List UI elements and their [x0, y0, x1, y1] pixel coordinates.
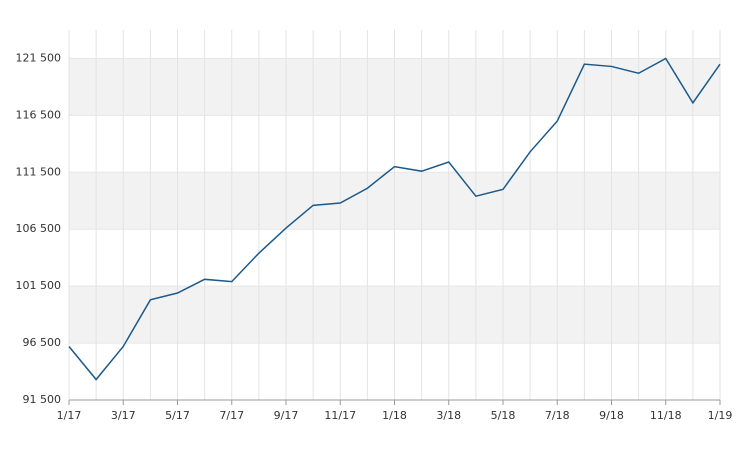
y-tick-label: 121 500 — [16, 51, 62, 64]
x-tick-label: 7/17 — [219, 409, 244, 422]
x-tick-label: 3/17 — [111, 409, 136, 422]
x-tick-label: 5/17 — [165, 409, 190, 422]
y-tick-label: 111 500 — [16, 165, 62, 178]
x-tick-label: 11/17 — [324, 409, 356, 422]
y-tick-label: 101 500 — [16, 279, 62, 292]
x-tick-label: 11/18 — [650, 409, 682, 422]
x-tick-label: 1/18 — [382, 409, 407, 422]
x-tick-label: 9/17 — [274, 409, 299, 422]
y-tick-label: 106 500 — [16, 222, 62, 235]
line-series — [68, 57, 721, 381]
x-tick-label: 5/18 — [491, 409, 516, 422]
x-tick-label: 3/18 — [436, 409, 461, 422]
y-tick-label: 91 500 — [23, 393, 62, 406]
x-tick-label: 1/17 — [57, 409, 82, 422]
y-tick-label: 116 500 — [16, 108, 62, 121]
x-tick-label: 1/19 — [708, 409, 733, 422]
y-tick-label: 96 500 — [23, 336, 62, 349]
x-tick-label: 7/18 — [545, 409, 570, 422]
x-tick-label: 9/18 — [599, 409, 624, 422]
